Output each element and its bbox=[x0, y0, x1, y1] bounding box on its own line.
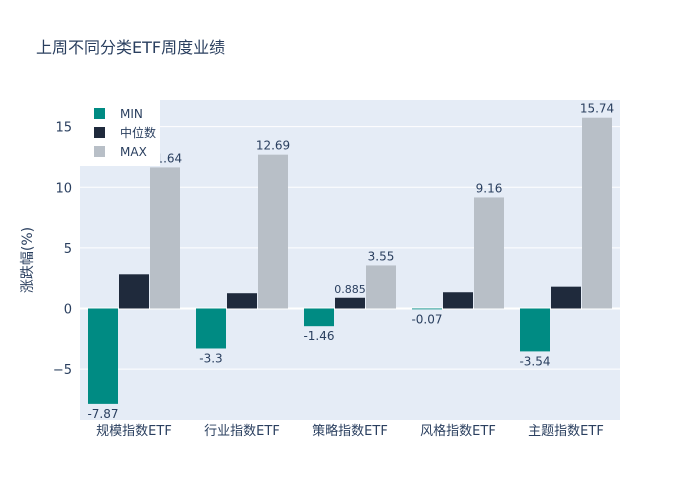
bar-中位数 bbox=[227, 293, 257, 309]
bar-中位数 bbox=[335, 297, 365, 309]
bar-MIN bbox=[520, 308, 550, 352]
bar-中位数 bbox=[119, 274, 149, 309]
bar-MIN bbox=[196, 308, 226, 349]
legend-swatch bbox=[94, 108, 105, 119]
bar-MAX bbox=[474, 197, 504, 309]
x-tick-label: 规模指数ETF bbox=[96, 424, 172, 439]
legend-swatch bbox=[94, 127, 105, 138]
bar-中位数 bbox=[551, 286, 581, 309]
bar-MIN bbox=[88, 308, 118, 404]
bar-MAX bbox=[366, 265, 396, 309]
data-label: -0.07 bbox=[411, 312, 442, 326]
y-tick-label: 10 bbox=[55, 181, 72, 196]
data-label: 15.74 bbox=[580, 102, 614, 116]
bar-MIN bbox=[412, 308, 442, 310]
y-tick-label: 15 bbox=[55, 121, 72, 136]
data-label: 12.69 bbox=[256, 139, 290, 153]
legend-label: MAX bbox=[120, 145, 147, 159]
legend-swatch bbox=[94, 146, 105, 157]
x-tick-label: 策略指数ETF bbox=[312, 423, 388, 439]
data-label: 0.885 bbox=[334, 283, 366, 296]
legend: MIN 中位数 MAX bbox=[80, 100, 160, 166]
x-tick-label: 主题指数ETF bbox=[528, 424, 604, 439]
y-axis-title: 涨跌幅(%) bbox=[20, 227, 36, 293]
data-label: -3.3 bbox=[199, 351, 222, 365]
chart-title: 上周不同分类ETF周度业绩 bbox=[36, 38, 226, 57]
y-tick-label: 5 bbox=[64, 242, 72, 257]
data-label: 3.55 bbox=[368, 249, 395, 263]
data-label: -3.54 bbox=[519, 354, 550, 368]
y-tick-label: 0 bbox=[64, 302, 72, 317]
bar-MAX bbox=[150, 167, 180, 309]
bar-MIN bbox=[304, 308, 334, 327]
bar-MAX bbox=[582, 117, 612, 309]
legend-label: MIN bbox=[120, 107, 143, 121]
x-tick-label: 行业指数ETF bbox=[204, 424, 280, 439]
legend-background bbox=[80, 100, 160, 166]
data-label: -7.87 bbox=[87, 407, 118, 421]
bar-MAX bbox=[258, 154, 288, 309]
data-label: -1.46 bbox=[303, 329, 334, 343]
bars-group bbox=[88, 117, 612, 404]
x-axis-ticks: 规模指数ETF 行业指数ETF 策略指数ETF 风格指数ETF 主题指数ETF bbox=[96, 423, 604, 439]
legend-label: 中位数 bbox=[120, 125, 156, 140]
y-tick-label: −5 bbox=[53, 363, 72, 378]
data-label: 9.16 bbox=[476, 181, 503, 195]
y-axis-ticks: −5 0 5 10 15 bbox=[53, 121, 72, 378]
bar-中位数 bbox=[443, 292, 473, 309]
x-tick-label: 风格指数ETF bbox=[420, 423, 496, 439]
